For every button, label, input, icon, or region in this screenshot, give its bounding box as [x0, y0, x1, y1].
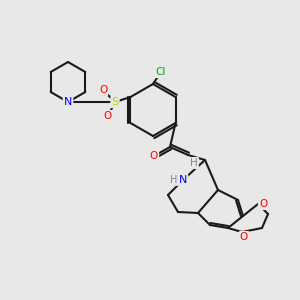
- Text: O: O: [259, 199, 267, 209]
- Text: S: S: [111, 97, 118, 107]
- Text: O: O: [99, 85, 107, 95]
- Text: H: H: [169, 175, 177, 185]
- Text: N: N: [179, 175, 187, 185]
- Text: O: O: [240, 232, 248, 242]
- Text: O: O: [150, 151, 158, 161]
- Text: H: H: [190, 158, 198, 168]
- Text: O: O: [104, 111, 112, 121]
- Text: N: N: [64, 97, 72, 107]
- Text: Cl: Cl: [156, 67, 166, 77]
